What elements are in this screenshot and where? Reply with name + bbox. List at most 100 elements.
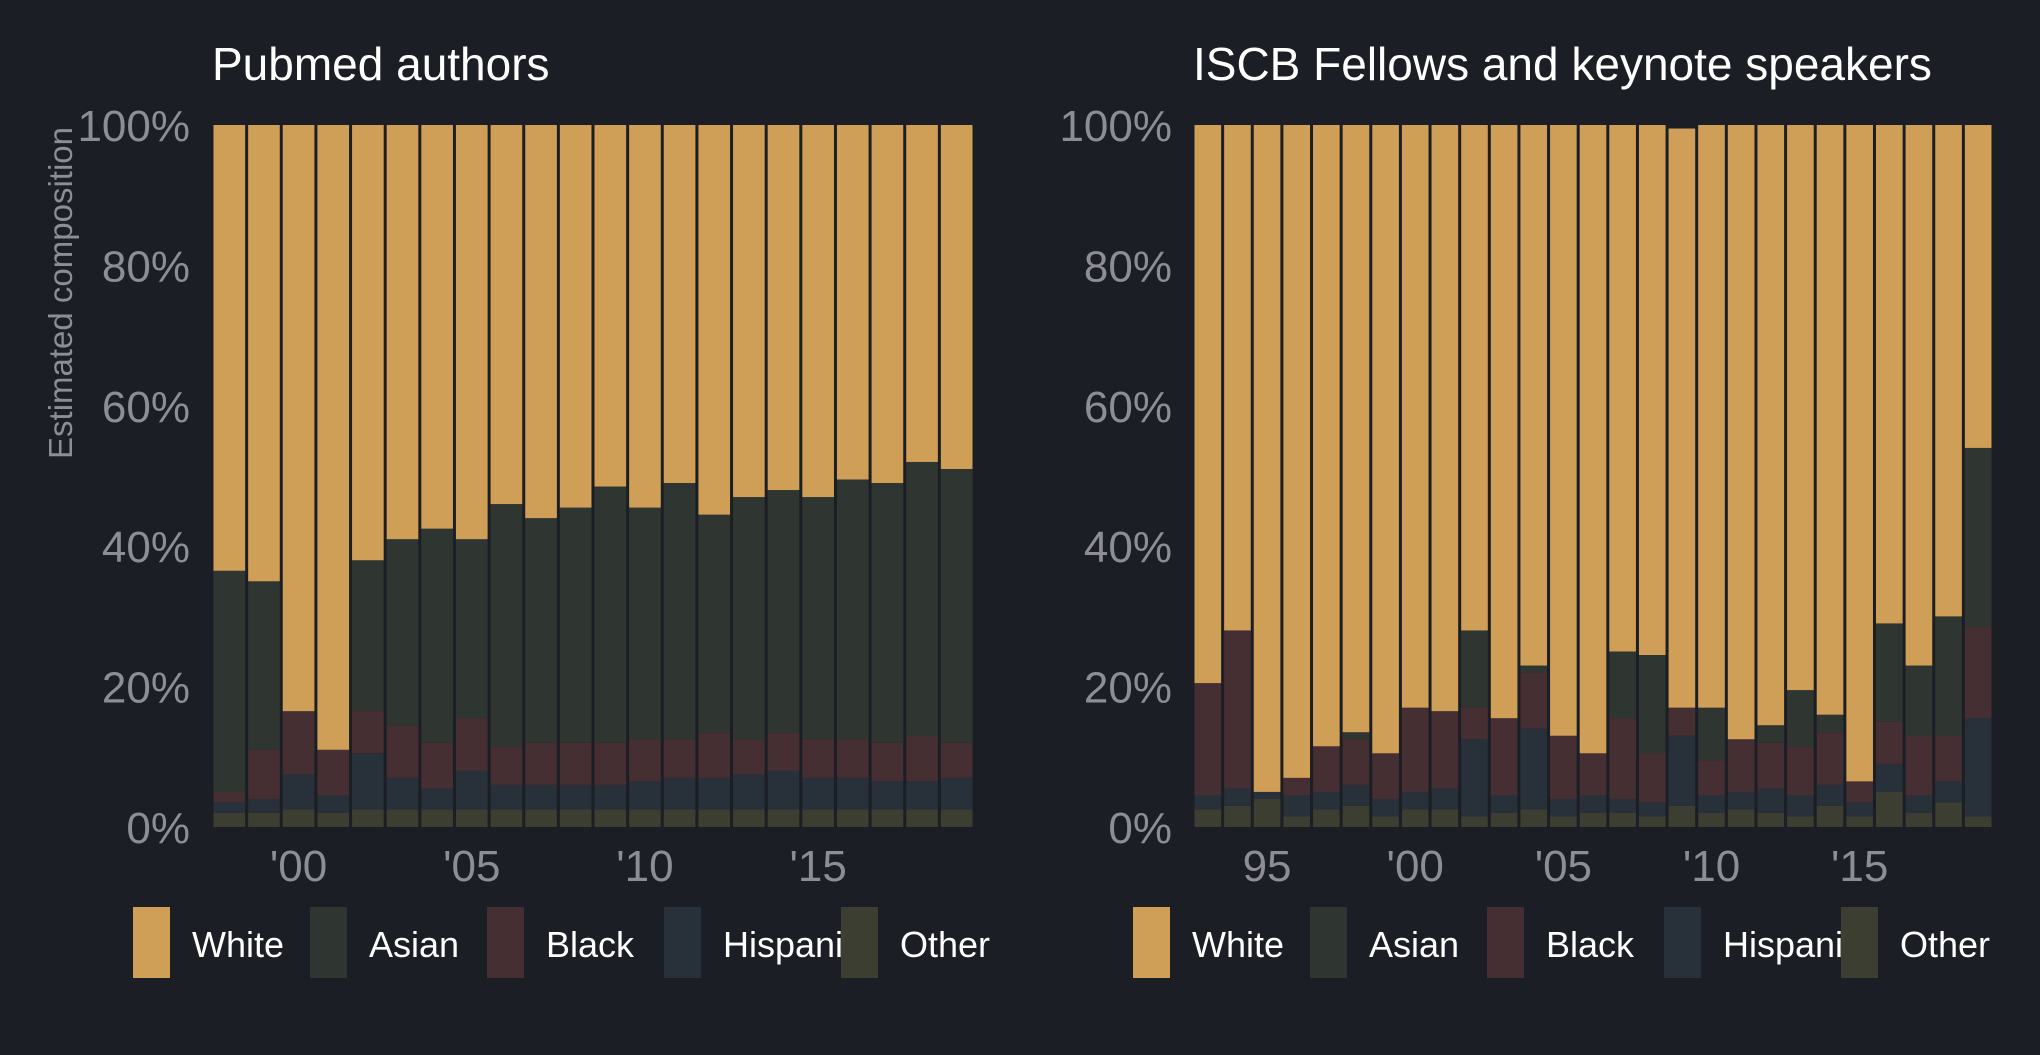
bar-1-2010-black: [629, 739, 661, 782]
bar-1-2005-black: [455, 718, 488, 771]
bar-2-2002-white: [1461, 125, 1488, 631]
bar-2-2010-asian: [1698, 707, 1725, 761]
bar-1-2006-hispanic: [490, 784, 523, 810]
panel-1-ytick-label: 20%: [102, 664, 190, 713]
bar-2-2007-black: [1609, 718, 1636, 799]
bar-2-1999-black: [1372, 753, 1399, 799]
bar-2-2012-other: [1757, 812, 1785, 827]
bar-2-2018-black: [1935, 735, 1962, 782]
bar-2-2008-black: [1638, 753, 1666, 803]
panel-1-xtick-label: '05: [443, 842, 500, 891]
bar-2-2015-other: [1846, 816, 1873, 827]
bar-2-2014-hispanic: [1816, 784, 1844, 806]
bar-2-2003-black: [1490, 718, 1518, 796]
legend-label-other: Other: [1900, 924, 1990, 965]
bar-2-1994-white: [1224, 125, 1251, 631]
bar-2-1998-white: [1342, 125, 1370, 733]
bar-1-2003-black: [386, 725, 419, 778]
bar-2-2006-other: [1579, 812, 1607, 827]
panel-1-legend: White Asian Black Hispanic Other: [133, 907, 990, 978]
bar-2-2018-white: [1935, 125, 1962, 617]
bar-2-1998-hispanic: [1342, 784, 1370, 806]
bar-2-1994-hispanic: [1224, 788, 1251, 806]
bar-1-2013-asian: [733, 497, 765, 740]
panel-2-xtick-label: '00: [1387, 842, 1444, 891]
panel-2-xtick-label: '10: [1683, 842, 1740, 891]
bar-1-2007-white: [525, 125, 557, 519]
bar-1-2019-other: [940, 809, 973, 827]
bar-1-2001-hispanic: [317, 795, 350, 813]
panel-2-ytick-label: 20%: [1084, 664, 1172, 713]
bar-1-2009-asian: [594, 486, 627, 743]
bar-2-2018-hispanic: [1935, 781, 1962, 803]
bar-2-2007-asian: [1609, 651, 1636, 719]
legend-label-other: Other: [900, 924, 990, 965]
bar-2-2000-hispanic: [1401, 791, 1429, 810]
bar-2-2011-white: [1727, 125, 1755, 740]
bar-1-2019-asian: [940, 468, 973, 743]
bar-1-2015-asian: [802, 497, 834, 740]
panel-2-legend: White Asian Black Hispanic Other: [1133, 907, 1990, 978]
bar-1-2019-hispanic: [940, 777, 973, 810]
bar-1-1998-hispanic: [213, 802, 246, 813]
bar-2-2017-white: [1905, 125, 1933, 666]
bar-1-2017-asian: [871, 483, 904, 743]
panel-1-xtick-label: '15: [789, 842, 846, 891]
panel-1-ytick-label: 0%: [126, 804, 190, 853]
bar-2-2008-other: [1638, 816, 1666, 827]
panel-1-title: Pubmed authors: [212, 38, 550, 90]
bar-2-1999-hispanic: [1372, 798, 1399, 817]
bar-2-2003-other: [1490, 812, 1518, 827]
bar-2-1998-asian: [1342, 732, 1370, 740]
y-axis-label: Estimated composition: [42, 127, 79, 459]
bar-1-2008-white: [559, 125, 592, 508]
bar-1-2014-hispanic: [767, 770, 800, 810]
bar-1-2003-white: [386, 125, 419, 540]
bar-1-2013-white: [733, 125, 765, 498]
bar-2-1997-hispanic: [1313, 791, 1340, 810]
legend-label-hispanic: Hispanic: [1723, 924, 1861, 965]
bar-1-2015-black: [802, 739, 834, 778]
bar-2-2009-black: [1668, 707, 1696, 736]
bar-2-2013-asian: [1787, 690, 1814, 747]
panel-1-xtick-label: '00: [270, 842, 327, 891]
bar-1-2015-hispanic: [802, 777, 834, 810]
bar-1-2009-white: [594, 125, 627, 487]
panel-2-ytick-label: 0%: [1108, 804, 1172, 853]
bar-1-2016-other: [836, 809, 869, 827]
bar-2-2000-white: [1401, 125, 1429, 708]
bar-2-2014-other: [1816, 805, 1844, 827]
bar-1-1999-asian: [248, 581, 280, 750]
bar-1-2010-hispanic: [629, 781, 661, 810]
bar-2-2015-hispanic: [1846, 802, 1873, 817]
bar-2-2007-other: [1609, 812, 1636, 827]
bar-2-2019-asian: [1964, 447, 1992, 627]
bar-2-2002-other: [1461, 816, 1488, 827]
bar-1-2009-black: [594, 742, 627, 785]
bar-2-2008-white: [1638, 125, 1666, 656]
bar-2-2004-asian: [1520, 665, 1548, 673]
bar-2-2010-other: [1698, 812, 1725, 827]
bar-2-2010-white: [1698, 125, 1725, 708]
bar-2-2011-black: [1727, 739, 1755, 792]
bar-2-2001-hispanic: [1431, 788, 1459, 810]
bar-1-2007-black: [525, 742, 557, 785]
bar-1-1999-other: [248, 812, 280, 827]
bar-2-2013-hispanic: [1787, 795, 1814, 817]
bar-1-1999-hispanic: [248, 798, 280, 813]
panel-2-xtick-label: 95: [1243, 842, 1292, 891]
bar-2-2019-black: [1964, 626, 1992, 719]
bar-2-2016-white: [1875, 125, 1903, 624]
bar-1-2011-white: [663, 125, 696, 484]
bar-1-1999-white: [248, 125, 280, 582]
bar-1-2016-hispanic: [836, 777, 869, 810]
bar-2-2016-asian: [1875, 623, 1903, 722]
bar-2-2002-hispanic: [1461, 739, 1488, 817]
bar-1-2012-asian: [698, 514, 731, 733]
bar-1-2005-other: [455, 809, 488, 827]
bar-1-2001-white: [317, 125, 350, 750]
bar-1-2016-white: [836, 125, 869, 480]
bar-2-1993-hispanic: [1194, 795, 1222, 810]
panel-1-ytick-label: 40%: [102, 523, 190, 572]
